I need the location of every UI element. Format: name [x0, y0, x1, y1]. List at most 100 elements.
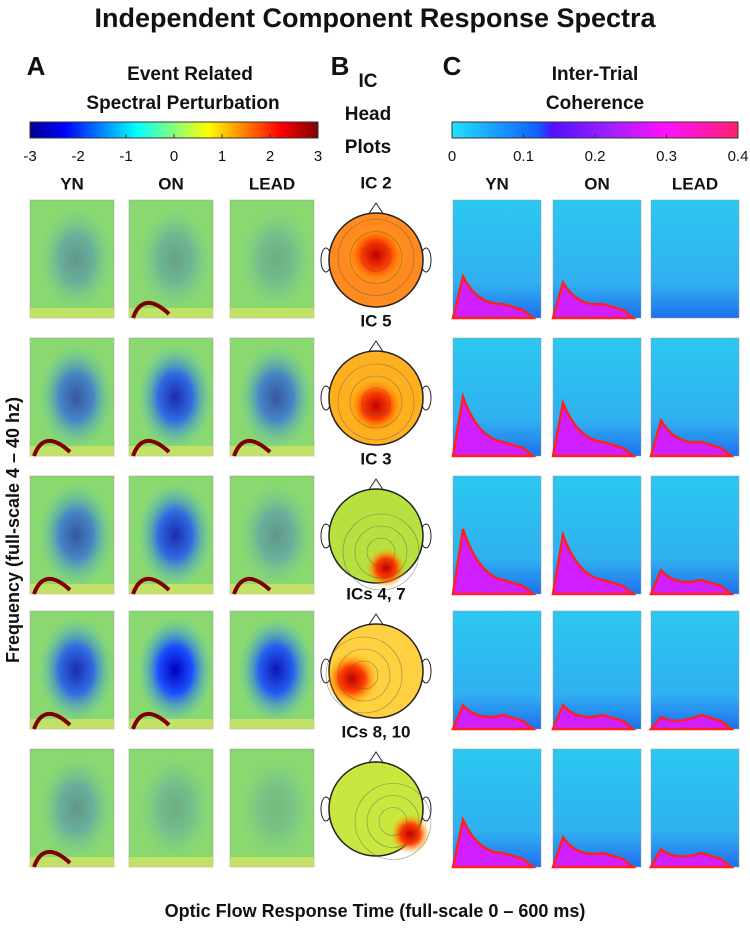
ersp-floor: [30, 719, 114, 729]
itc-peak: [451, 528, 537, 596]
ersp-blob: [38, 343, 115, 451]
ersp-floor: [30, 584, 114, 594]
itc-peak: [451, 273, 537, 320]
itc-peak: [451, 815, 537, 869]
ersp-blob: [137, 616, 213, 724]
panel-letter: C: [443, 51, 462, 81]
itc-map: [650, 199, 740, 319]
head-hotspot: [348, 378, 404, 434]
colorbar-tick-label: 2: [266, 148, 274, 165]
colorbar-tick-label: -2: [71, 148, 84, 165]
colorbar-tick-label: 0: [170, 148, 178, 165]
panel-title: Spectral Perturbation: [86, 93, 279, 114]
condition-label: ON: [158, 174, 184, 193]
colorbar-tick-label: 0: [448, 148, 456, 165]
itc-peak: [648, 847, 735, 869]
ersp-arc: [32, 439, 72, 457]
head-contour: [325, 636, 403, 714]
component-label: IC 5: [360, 311, 391, 330]
ersp-arc: [131, 712, 171, 730]
head-contour: [342, 513, 420, 591]
ersp-blob: [238, 616, 314, 724]
head-nose: [367, 613, 385, 627]
condition-label: LEAD: [249, 174, 295, 193]
head-nose: [367, 340, 385, 354]
ersp-floor: [30, 446, 114, 456]
x-axis-label: Optic Flow Response Time (full-scale 0 –…: [165, 901, 586, 921]
head-contour: [361, 387, 391, 417]
panel-title: Plots: [345, 137, 391, 158]
ersp-blob: [238, 343, 314, 451]
head-contour: [361, 243, 391, 272]
itc-peak: [451, 703, 537, 731]
panel-letter: B: [331, 51, 350, 81]
head-contour: [337, 363, 415, 441]
ersp-blob: [137, 343, 213, 451]
condition-label: YN: [485, 174, 509, 193]
head-nose: [367, 202, 385, 216]
ersp-floor: [129, 446, 213, 456]
head-nose: [367, 478, 385, 492]
colorbar-tick-label: 0.4: [728, 148, 749, 165]
itc-peak: [551, 279, 637, 320]
head-contour: [337, 648, 391, 702]
itc-peak: [551, 703, 637, 731]
ersp-blob: [238, 205, 314, 313]
ersp-blob: [238, 754, 314, 862]
component-label: IC 3: [360, 449, 391, 468]
ersp-blob: [137, 481, 213, 589]
head-contour: [378, 807, 408, 836]
itc-map: [650, 748, 740, 868]
colorbar-tick-label: 3: [314, 148, 322, 165]
ersp-floor: [230, 446, 314, 456]
ersp-floor: [129, 857, 213, 867]
condition-label: ON: [584, 174, 610, 193]
colorbar-tick-label: -3: [23, 148, 36, 165]
ersp-arc: [131, 439, 171, 457]
ersp-floor: [230, 584, 314, 594]
itc-peak: [551, 530, 637, 596]
itc-peak: [451, 392, 537, 458]
head-hotspot: [346, 225, 406, 285]
itc-peak: [551, 834, 637, 869]
ersp-arc: [131, 301, 171, 319]
ersp-floor: [30, 308, 114, 318]
itc-peak: [551, 398, 637, 458]
ersp-blob: [137, 205, 213, 313]
panels: -3 -2 -1 0 1 2 3 0 0.1 0.2 0.3 0.4 YN ON LEAD YN ON LEAD I…: [23, 134, 749, 869]
head-contour: [349, 231, 403, 284]
ersp-arc: [232, 439, 272, 457]
component-label: ICs 4, 7: [346, 584, 406, 603]
head-hotspot: [366, 548, 406, 588]
ersp-blob: [238, 481, 314, 589]
ersp-floor: [230, 857, 314, 867]
itc-peak: [649, 417, 735, 458]
head-nose: [367, 751, 385, 765]
component-label: ICs 8, 10: [342, 722, 411, 741]
colorbar-tick-label: -1: [119, 148, 132, 165]
itc-peak: [648, 713, 735, 731]
panel-title: Inter-Trial: [552, 64, 639, 85]
itc-map: [650, 610, 740, 730]
component-label: IC 2: [360, 173, 391, 192]
panel-title: IC: [359, 71, 378, 92]
head-contour: [354, 525, 408, 579]
ersp-blob: [38, 481, 115, 589]
figure-title: Independent Component Response Spectra: [94, 3, 656, 33]
head-contour: [349, 375, 403, 429]
ersp-floor: [129, 308, 213, 318]
ersp-arc: [32, 712, 72, 730]
ersp-floor: [129, 719, 213, 729]
y-axis-label: Frequency (full-scale 4 – 40 hz): [3, 397, 23, 663]
ersp-arc: [32, 850, 72, 868]
itc-peak: [649, 568, 735, 596]
ersp-blob: [137, 754, 213, 862]
ersp-floor: [230, 308, 314, 318]
ersp-arc: [131, 577, 171, 595]
panel-title: Head: [345, 104, 391, 125]
head-contour: [354, 783, 432, 860]
panel-letter: A: [27, 51, 46, 81]
head-hotspot: [390, 814, 430, 854]
